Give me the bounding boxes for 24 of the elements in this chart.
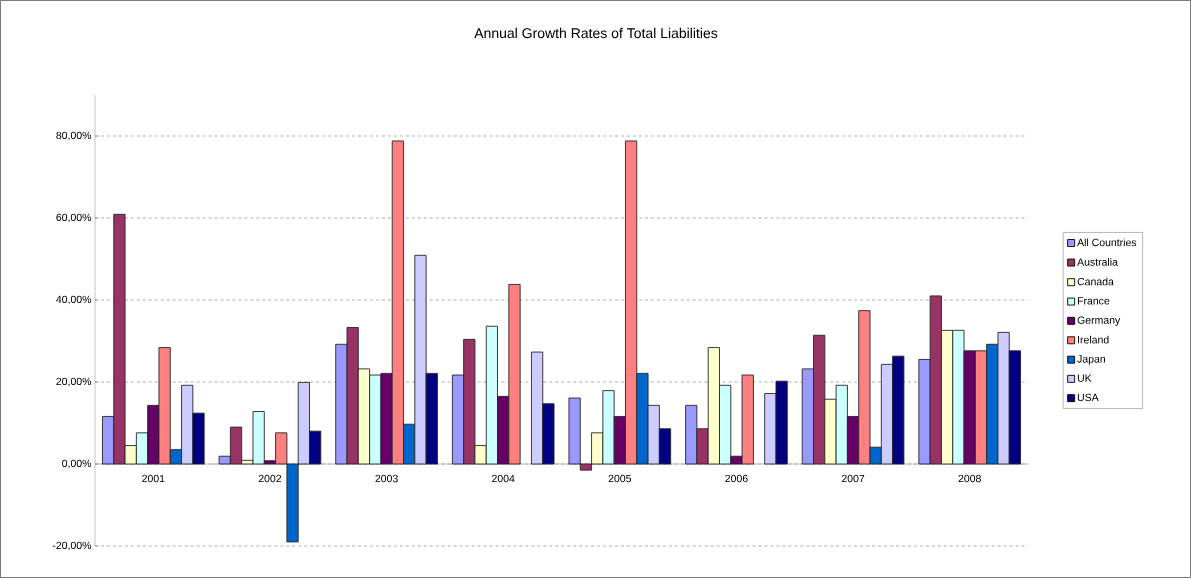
x-tick-label: 2006 [725, 474, 748, 483]
x-tick-label: 2004 [492, 474, 515, 483]
legend-label: USA [1077, 393, 1099, 402]
legend-label: Japan [1077, 355, 1106, 365]
x-tick-label: 2002 [258, 474, 282, 483]
x-tick-label: 2001 [142, 474, 165, 483]
y-tick-label: 60,00% [56, 213, 92, 223]
y-tick-label: 20,00% [56, 377, 92, 387]
x-tick-label: 2007 [841, 474, 865, 483]
legend-label: Canada [1077, 277, 1114, 286]
legend-label: UK [1077, 374, 1092, 382]
y-tick-label: 40,00% [56, 295, 92, 305]
x-tick-label: 2003 [375, 474, 398, 483]
y-tick-label: -20,00% [52, 541, 92, 551]
x-tick-label: 2005 [608, 474, 632, 483]
legend-label: Germany [1077, 316, 1121, 326]
y-tick-label: 80,00% [56, 131, 92, 141]
y-tick-label: 0,00% [62, 459, 92, 469]
chart-title: Annual Growth Rates of Total Liabilities [474, 27, 718, 39]
legend-label: All Countries [1077, 238, 1137, 247]
legend-label: Australia [1077, 258, 1118, 266]
legend-label: France [1077, 297, 1110, 305]
x-tick-label: 2008 [958, 474, 981, 483]
legend-label: Ireland [1078, 335, 1109, 344]
